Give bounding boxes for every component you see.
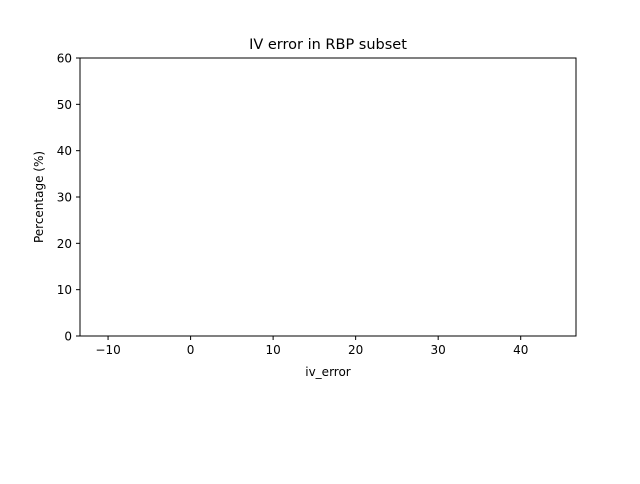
y-tick-label: 10 bbox=[57, 283, 72, 297]
y-tick-label: 0 bbox=[64, 330, 72, 344]
chart-title: IV error in RBP subset bbox=[249, 37, 407, 53]
x-tick-label: 30 bbox=[431, 343, 446, 357]
y-axis-label: Percentage (%) bbox=[32, 151, 46, 243]
plot-frame bbox=[79, 57, 577, 337]
x-tick-label: −10 bbox=[95, 343, 120, 357]
y-axis: 0 10 20 30 40 50 60 bbox=[57, 52, 80, 344]
x-tick-label: 20 bbox=[348, 343, 363, 357]
x-tick-label: 0 bbox=[187, 343, 195, 357]
x-tick-label: 10 bbox=[265, 343, 280, 357]
x-tick-label: 40 bbox=[513, 343, 528, 357]
y-tick-label: 50 bbox=[57, 98, 72, 112]
y-tick-label: 20 bbox=[57, 237, 72, 251]
y-tick-label: 30 bbox=[57, 191, 72, 205]
y-tick-label: 60 bbox=[57, 52, 72, 66]
x-axis: −10 0 10 20 30 40 bbox=[95, 336, 528, 357]
x-axis-label: iv_error bbox=[305, 365, 351, 379]
y-tick-label: 40 bbox=[57, 144, 72, 158]
